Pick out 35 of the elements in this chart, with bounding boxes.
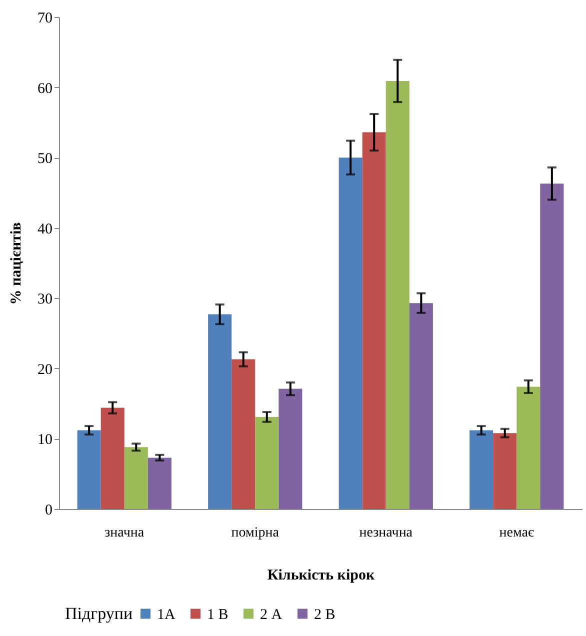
y-tick-label: 50 <box>38 151 52 168</box>
bar <box>77 430 101 509</box>
bar <box>386 80 410 509</box>
bar <box>540 184 564 509</box>
x-tick-label: незначна <box>359 526 414 540</box>
x-tick-label: помірна <box>231 526 280 540</box>
bar <box>278 388 302 509</box>
x-tick-label: немає <box>499 526 534 540</box>
legend-title: Підгрупи <box>65 604 133 623</box>
x-axis-title: Кількість кірок <box>267 568 375 584</box>
bar <box>362 132 386 509</box>
bar <box>232 359 256 509</box>
legend-label: 2 А <box>260 606 282 623</box>
legend-label: 1А <box>157 606 176 623</box>
bar <box>338 158 362 509</box>
bar <box>208 314 232 509</box>
bar <box>470 430 494 509</box>
bar <box>493 433 517 509</box>
y-axis-title: % пацієнтів <box>8 222 24 305</box>
y-tick-label: 0 <box>45 502 52 518</box>
y-tick-label: 40 <box>38 221 52 238</box>
y-tick-label: 60 <box>38 80 52 97</box>
bar <box>516 386 540 509</box>
y-tick-label: 20 <box>38 362 52 378</box>
y-tick-label: 70 <box>38 10 52 26</box>
bar <box>255 416 279 509</box>
x-tick-label: значна <box>104 526 145 540</box>
y-tick-label: 30 <box>38 292 52 308</box>
legend-label: 1 В <box>207 606 228 623</box>
bar <box>124 447 148 509</box>
y-tick-label: 10 <box>38 432 52 448</box>
bar <box>100 408 124 509</box>
legend-label: 2 В <box>314 606 336 623</box>
bar <box>409 303 433 509</box>
bar <box>148 458 172 509</box>
